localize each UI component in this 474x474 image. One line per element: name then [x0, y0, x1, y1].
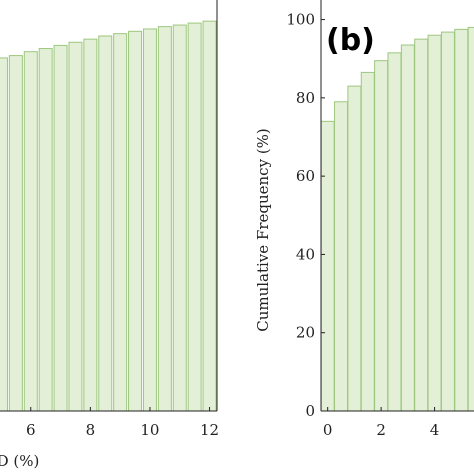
- y-axis-label-b: Cumulative Frequency (%): [254, 128, 272, 332]
- x-tick-label-a-0: 6: [26, 421, 36, 439]
- bar-a-4: [53, 44, 68, 412]
- y-tick-label-b-3: 60: [296, 167, 315, 185]
- bar-b-5: [387, 52, 402, 412]
- bar-b-9: [440, 31, 455, 412]
- bar-a-9: [128, 30, 143, 412]
- y-tick-label-b-5: 100: [286, 11, 315, 29]
- bar-a-14: [202, 20, 217, 412]
- bar-b-8: [427, 34, 442, 412]
- bar-a-0: [0, 57, 8, 412]
- bar-b-1: [334, 101, 349, 412]
- bar-a-11: [157, 26, 172, 412]
- x-axis-label-a: D (%): [0, 452, 39, 470]
- x-tick-label-b-2: 4: [430, 421, 440, 439]
- bar-b-2: [347, 85, 362, 412]
- bar-a-5: [68, 41, 83, 412]
- bar-b-3: [360, 71, 375, 412]
- y-tick-label-b-1: 20: [296, 324, 315, 342]
- bar-b-0: [320, 120, 335, 412]
- y-tick-label-b-2: 40: [296, 245, 315, 263]
- y-tick-label-b-4: 80: [296, 89, 315, 107]
- bar-b-4: [374, 60, 389, 412]
- bar-b-7: [414, 38, 429, 412]
- bar-a-2: [23, 51, 38, 412]
- bar-a-8: [113, 33, 128, 412]
- bar-a-7: [98, 35, 113, 412]
- bar-b-6: [400, 44, 415, 412]
- y-tick-label-b-0: 0: [305, 402, 315, 420]
- bar-b-11: [467, 26, 474, 412]
- bar-a-13: [187, 22, 202, 412]
- bar-a-1: [8, 55, 23, 412]
- bar-a-12: [172, 24, 187, 412]
- bar-b-10: [454, 28, 469, 412]
- x-tick-label-a-3: 12: [200, 421, 219, 439]
- bar-a-3: [38, 48, 53, 412]
- x-tick-label-a-1: 8: [86, 421, 96, 439]
- panel-tag-b: (b): [326, 23, 375, 58]
- x-tick-label-b-1: 2: [376, 421, 386, 439]
- x-tick-label-b-0: 0: [323, 421, 333, 439]
- bar-a-6: [83, 38, 98, 412]
- x-tick-label-a-2: 10: [140, 421, 159, 439]
- bar-a-10: [142, 28, 157, 412]
